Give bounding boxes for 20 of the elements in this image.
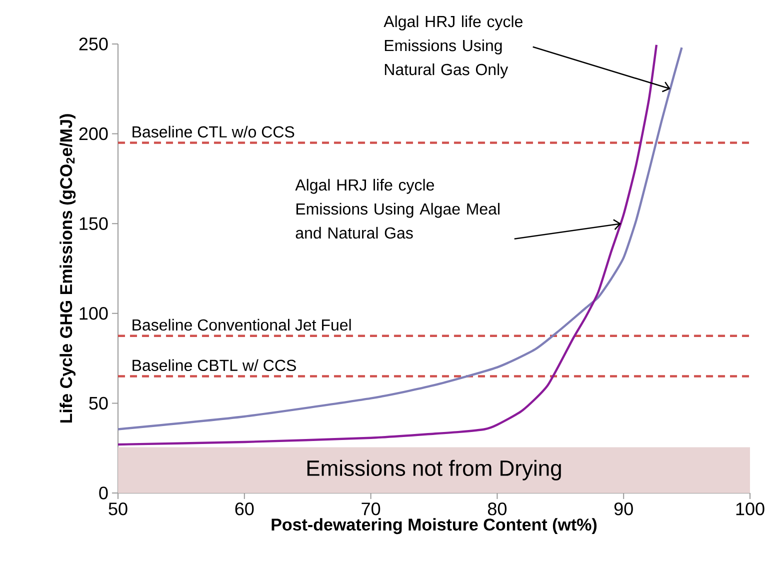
y-tick-label: 0 — [99, 486, 108, 500]
y-axis-title: Life Cycle GHG Emissions (gCO$_{2}$e/MJ) — [60, 114, 76, 423]
band-label: Emissions not from Drying — [307, 460, 561, 480]
ref-line-label: Baseline Conventional Jet Fuel — [132, 318, 351, 331]
y-tick-label: 100 — [80, 307, 108, 320]
annotation: Algal HRJ life cycle Emissions Using Algae Meal and Natural Gas — [295, 178, 500, 239]
x-tick-label: 60 — [235, 502, 254, 516]
x-tick-label: 70 — [362, 502, 380, 516]
y-tick-label: 50 — [89, 396, 108, 410]
x-tick-label: 100 — [736, 502, 764, 516]
y-tick-label: 200 — [79, 127, 108, 140]
ref-line-label: Baseline CBTL w/ CCS — [132, 359, 296, 372]
x-axis-title: Post-dewatering Moisture Content (wt%) — [272, 518, 597, 534]
x-tick-label: 80 — [488, 502, 507, 516]
x-tick-label: 50 — [108, 502, 128, 516]
ref-line-label: Baseline CTL w/o CCS — [132, 126, 294, 138]
annotation: Algal HRJ life cycle Emissions Using Natural Gas Only — [384, 15, 522, 78]
x-tick-label: 90 — [614, 502, 633, 516]
y-tick-label: 150 — [80, 217, 108, 230]
y-tick-label: 250 — [79, 38, 108, 50]
